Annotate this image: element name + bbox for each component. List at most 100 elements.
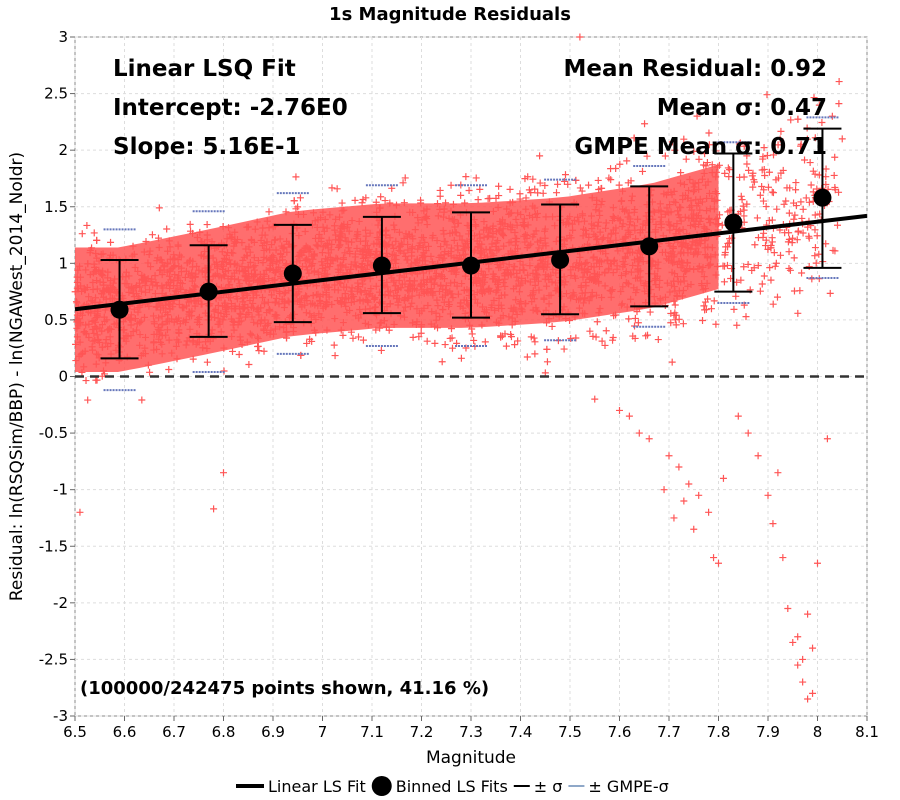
scatter-point bbox=[810, 94, 818, 102]
scatter-point bbox=[760, 229, 768, 237]
legend-circle-marker bbox=[371, 776, 392, 796]
scatter-point bbox=[699, 317, 707, 325]
scatter-point bbox=[660, 486, 668, 494]
scatter-point bbox=[787, 116, 795, 124]
x-axis-ticks: 6.5 6.6 6.7 6.8 6.9 7 7.1 7.2 7.3 7.4 7.5 7.6 7.7 7.8… bbox=[63, 716, 879, 741]
scatter-point bbox=[615, 181, 623, 189]
scatter-point bbox=[762, 236, 770, 244]
binned-fit-point bbox=[199, 282, 218, 301]
scatter-point bbox=[831, 153, 839, 161]
scatter-point bbox=[331, 352, 339, 360]
annotations: Linear LSQ Fit Intercept: -2.76E0 Slope:… bbox=[80, 56, 827, 699]
scatter-point bbox=[792, 179, 800, 187]
scatter-point bbox=[634, 319, 642, 327]
scatter-point bbox=[823, 435, 831, 443]
scatter-point bbox=[740, 142, 748, 150]
y-tick-label: -1 bbox=[53, 481, 68, 499]
scatter-point bbox=[90, 229, 98, 237]
scatter-point bbox=[789, 638, 797, 646]
scatter-point bbox=[462, 173, 470, 181]
scatter-point bbox=[799, 678, 807, 686]
scatter-point bbox=[672, 311, 680, 319]
scatter-point bbox=[78, 230, 86, 238]
scatter-point bbox=[670, 514, 678, 522]
scatter-point bbox=[594, 176, 602, 184]
scatter-point bbox=[339, 331, 347, 339]
scatter-point bbox=[766, 264, 774, 272]
scatter-point bbox=[472, 174, 480, 182]
scatter-point bbox=[358, 199, 366, 207]
scatter-point bbox=[751, 241, 759, 249]
scatter-point bbox=[734, 412, 742, 420]
scatter-point bbox=[351, 196, 359, 204]
scatter-point bbox=[690, 147, 698, 155]
scatter-point bbox=[792, 186, 800, 194]
scatter-point bbox=[457, 191, 465, 199]
scatter-point bbox=[529, 175, 537, 183]
y-tick-label: -2.5 bbox=[39, 650, 68, 668]
y-axis-ticks: -3 -2.5 -2 -1.5 -1 -0.5 0 0.5 1 1.5 2 2.5 3 bbox=[39, 28, 75, 725]
scatter-point bbox=[783, 184, 791, 192]
scatter-point bbox=[630, 134, 638, 142]
scatter-point bbox=[220, 469, 227, 477]
scatter-point bbox=[764, 491, 772, 499]
scatter-point bbox=[675, 463, 683, 471]
scatter-point bbox=[677, 169, 685, 177]
scatter-point bbox=[654, 336, 662, 344]
scatter-point bbox=[155, 204, 163, 212]
scatter-point bbox=[794, 633, 802, 641]
scatter-point bbox=[809, 689, 817, 697]
scatter-point bbox=[607, 165, 615, 173]
scatter-point bbox=[536, 152, 544, 160]
x-tick-label: 7.1 bbox=[360, 723, 384, 741]
scatter-point bbox=[441, 341, 449, 349]
scatter-point bbox=[539, 189, 547, 197]
scatter-point bbox=[417, 196, 425, 204]
scatter-point bbox=[767, 244, 775, 252]
scatter-point bbox=[738, 196, 746, 204]
scatter-point bbox=[470, 336, 478, 344]
y-tick-label: -0.5 bbox=[39, 424, 68, 442]
x-tick-label: 7.3 bbox=[459, 723, 483, 741]
scatter-point bbox=[561, 171, 569, 179]
scatter-point bbox=[759, 153, 767, 161]
scatter-point bbox=[785, 248, 793, 256]
binned-fit-point bbox=[283, 264, 302, 283]
scatter-point bbox=[794, 115, 802, 123]
scatter-point bbox=[671, 301, 679, 309]
scatter-point bbox=[770, 249, 778, 257]
scatter-point bbox=[627, 177, 635, 185]
legend-label: Binned LS Fits bbox=[396, 777, 508, 796]
x-tick-label: 6.7 bbox=[162, 723, 186, 741]
scatter-point bbox=[725, 173, 733, 181]
scatter-point bbox=[794, 309, 802, 317]
scatter-point bbox=[629, 332, 637, 340]
scatter-point bbox=[818, 118, 826, 126]
x-tick-label: 7.4 bbox=[509, 723, 533, 741]
scatter-point bbox=[811, 252, 819, 260]
scatter-point bbox=[514, 337, 522, 345]
scatter-point bbox=[789, 234, 797, 242]
scatter-point bbox=[592, 333, 600, 341]
legend-item: Linear LS Fit bbox=[236, 777, 366, 796]
scatter-point bbox=[695, 155, 703, 163]
scatter-point bbox=[769, 520, 777, 528]
x-tick-label: 7 bbox=[318, 723, 328, 741]
scatter-point bbox=[641, 120, 649, 128]
scatter-point bbox=[645, 435, 653, 443]
scatter-point bbox=[448, 344, 456, 352]
scatter-point bbox=[769, 300, 777, 308]
scatter-point bbox=[502, 342, 510, 350]
scatter-point bbox=[229, 347, 237, 355]
scatter-point bbox=[826, 289, 834, 297]
scatter-point bbox=[809, 644, 817, 652]
scatter-point bbox=[83, 221, 91, 229]
scatter-point bbox=[797, 142, 805, 150]
scatter-point bbox=[138, 396, 146, 404]
scatter-point bbox=[554, 180, 562, 188]
scatter-point bbox=[625, 412, 633, 420]
scatter-point bbox=[774, 469, 782, 477]
scatter-point bbox=[831, 186, 839, 194]
scatter-point bbox=[541, 369, 549, 377]
scatter-point bbox=[790, 215, 798, 223]
